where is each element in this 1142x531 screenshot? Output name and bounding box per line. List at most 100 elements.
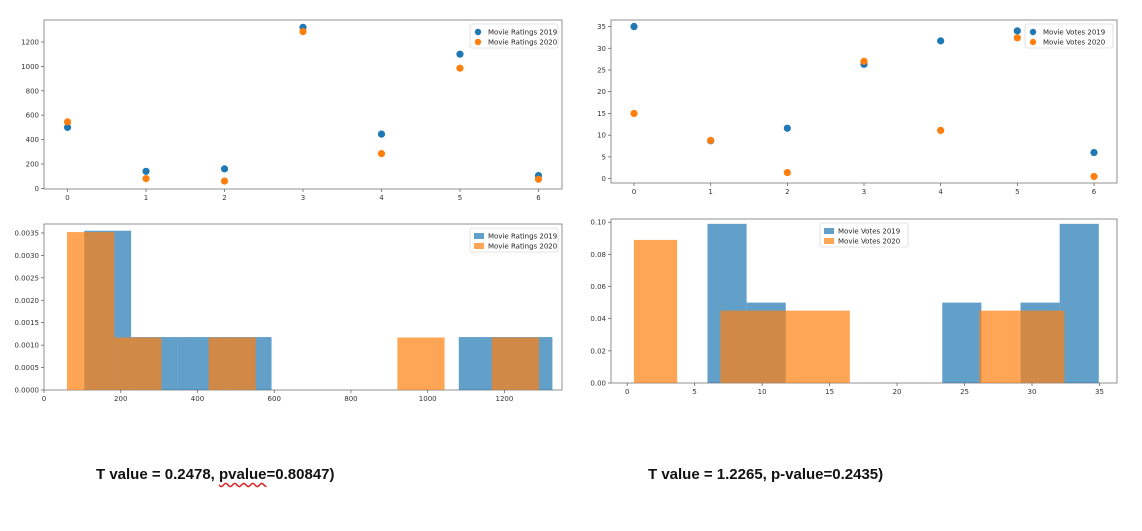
- x-tick-label: 2: [785, 188, 789, 196]
- legend-box: [819, 222, 909, 248]
- x-tick-label: 30: [1028, 388, 1037, 396]
- legend-marker: [1029, 38, 1037, 46]
- legend: Movie Ratings 2019 Movie Ratings 2020: [469, 227, 559, 253]
- legend: Movie Votes 2019 Movie Votes 2020: [819, 222, 909, 248]
- y-tick-label: 200: [26, 160, 39, 168]
- legend-marker: [1029, 28, 1037, 36]
- y-tick-label: 0.0020: [15, 297, 40, 305]
- legend-box: [469, 23, 559, 49]
- x-tick-label: 5: [692, 388, 696, 396]
- legend-label: Movie Ratings 2019: [488, 233, 557, 241]
- y-tick-label: 0.0025: [15, 274, 40, 282]
- scatter-point-movie-ratings-2019: [63, 123, 72, 131]
- y-tick-label: 400: [26, 136, 39, 144]
- x-tick-label: 10: [758, 388, 767, 396]
- y-tick-label: 0.02: [590, 347, 606, 355]
- y-tick-label: 0.0015: [15, 319, 40, 327]
- x-tick-label: 0: [42, 395, 46, 403]
- caption-prefix: T value = 0.2478,: [96, 466, 219, 483]
- legend-label: Movie Votes 2020: [1043, 39, 1105, 47]
- x-tick-label: 0: [625, 388, 629, 396]
- scatter-point-movie-votes-2020: [707, 136, 715, 145]
- x-tick-label: 5: [1015, 188, 1019, 196]
- y-tick-label: 0.0035: [15, 229, 40, 237]
- hist-bar-movie-votes-2020: [633, 239, 678, 383]
- scatter-point-movie-ratings-2019: [456, 50, 464, 58]
- legend-label: Movie Ratings 2020: [488, 243, 557, 251]
- scatter-point-movie-votes-2020: [783, 168, 791, 177]
- y-tick-label: 0.0000: [15, 387, 40, 395]
- scatter-point-movie-ratings-2020: [299, 27, 307, 36]
- x-tick-label: 5: [458, 194, 462, 202]
- legend-label: Movie Votes 2019: [1043, 29, 1105, 37]
- hist-bar-movie-votes-2019: [1059, 223, 1099, 383]
- x-tick-label: 3: [862, 188, 866, 196]
- scatter-point-movie-votes-2019: [1013, 27, 1021, 35]
- x-tick-label: 1000: [419, 395, 437, 403]
- y-tick-label: 1200: [21, 38, 39, 46]
- hist-bar-movie-ratings-2020: [67, 232, 115, 390]
- x-tick-label: 1: [144, 194, 148, 202]
- legend-label: Movie Ratings 2020: [488, 39, 557, 47]
- scatter-point-movie-votes-2019: [630, 22, 638, 31]
- x-tick-label: 4: [938, 188, 943, 196]
- y-tick-label: 0.00: [590, 380, 606, 388]
- hist-bar-movie-ratings-2020: [491, 337, 539, 390]
- legend-box: [469, 227, 559, 253]
- x-tick-label: 800: [344, 395, 357, 403]
- scatter-point-movie-ratings-2019: [220, 165, 229, 173]
- scatter-point-movie-ratings-2020: [377, 150, 386, 158]
- legend: Movie Votes 2019 Movie Votes 2020: [1024, 23, 1114, 49]
- hist-bar-movie-votes-2020: [979, 310, 1020, 383]
- legend-box: [1024, 23, 1114, 49]
- scatter-point-movie-ratings-2020: [63, 118, 72, 126]
- y-tick-label: 0.04: [590, 315, 606, 323]
- x-tick-label: 2: [222, 194, 226, 202]
- ratings-scatter-chart: 0 1 2 3 4 5 6 0 200 400 600 800 1000 1200 Movie Rating…: [21, 19, 563, 202]
- scatter-point-movie-ratings-2019: [142, 167, 150, 175]
- hist-bar-movie-ratings-2020: [114, 337, 162, 390]
- ratings-hist-chart: 0 200 400 600 800 1000 1200 0.0000 0.0005 0.0010 0…: [15, 223, 563, 403]
- x-tick-label: 25: [960, 388, 969, 396]
- x-tick-label: 15: [825, 388, 834, 396]
- scatter-point-movie-votes-2020: [860, 57, 868, 65]
- y-tick-label: 30: [597, 45, 606, 53]
- legend-label: Movie Votes 2019: [838, 228, 900, 236]
- x-tick-label: 0: [632, 188, 636, 196]
- x-tick-label: 35: [1095, 388, 1104, 396]
- x-tick-label: 6: [536, 194, 541, 202]
- scatter-point-movie-votes-2020: [630, 109, 638, 118]
- hist-bar-movie-votes-2020: [720, 310, 786, 383]
- hist-bar-movie-votes-2019: [942, 302, 982, 383]
- caption-suffix: =0.80847): [266, 466, 335, 483]
- t-test-caption-votes: T value = 1.2265, p-value=0.2435): [648, 466, 884, 483]
- y-tick-label: 0: [602, 175, 606, 183]
- y-tick-label: 600: [26, 112, 39, 120]
- hist-bar-movie-votes-2020: [785, 310, 850, 383]
- y-tick-label: 20: [597, 88, 606, 96]
- scatter-point-movie-ratings-2020: [534, 175, 543, 183]
- x-tick-label: 0: [65, 194, 69, 202]
- scatter-point-movie-votes-2020: [1090, 172, 1098, 181]
- y-tick-label: 0: [35, 185, 39, 193]
- y-tick-label: 0.0010: [15, 342, 40, 350]
- y-tick-label: 800: [26, 87, 39, 95]
- x-tick-label: 1200: [496, 395, 514, 403]
- x-tick-label: 4: [379, 194, 384, 202]
- y-tick-label: 0.06: [590, 283, 606, 291]
- t-test-caption-ratings: T value = 0.2478, pvalue=0.80847): [96, 466, 335, 483]
- y-tick-label: 5: [602, 153, 606, 161]
- scatter-point-movie-votes-2020: [937, 126, 945, 135]
- y-tick-label: 35: [597, 23, 606, 31]
- legend-marker: [474, 28, 482, 36]
- y-tick-label: 0.10: [590, 219, 606, 227]
- caption-underlined-word: pvalue: [219, 466, 267, 483]
- scatter-point-movie-votes-2019: [937, 37, 945, 45]
- legend-label: Movie Ratings 2019: [488, 29, 557, 37]
- x-tick-label: 600: [268, 395, 281, 403]
- y-tick-label: 10: [597, 132, 606, 140]
- votes-hist-chart: 0 5 10 15 20 25 30 35 0.00 0.02 0.04 0.06 0.08 0.10 Mo…: [590, 218, 1118, 396]
- y-tick-label: 0.0005: [15, 364, 40, 372]
